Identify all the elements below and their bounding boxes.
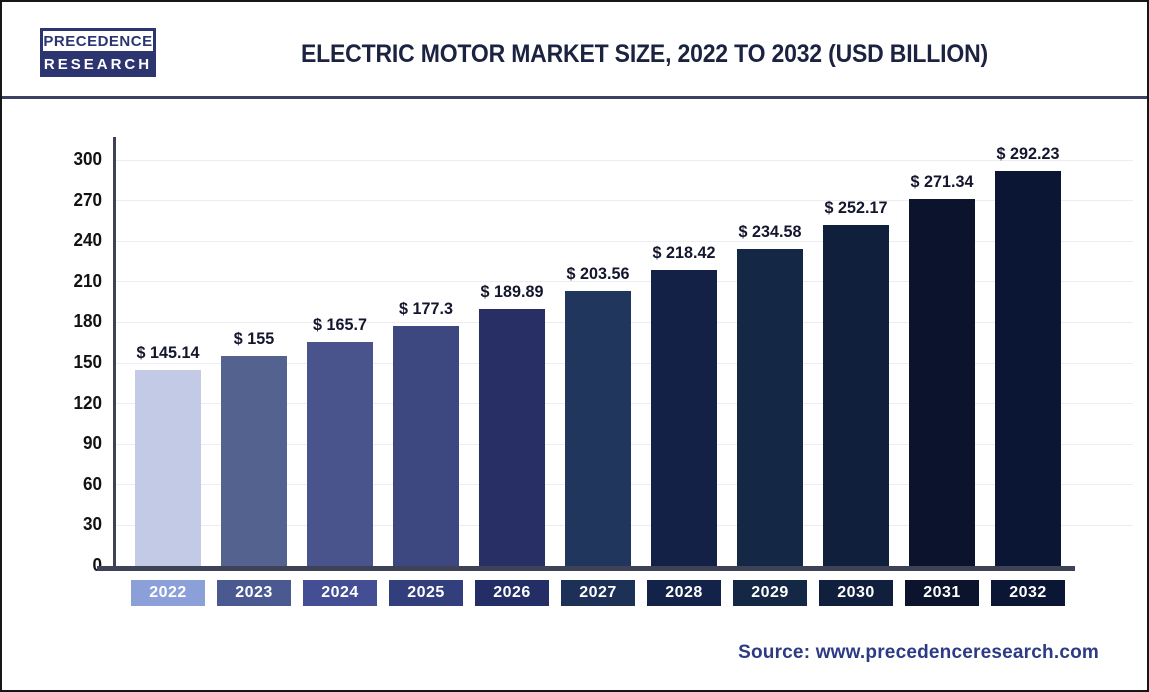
logo-research-text: RESEARCH	[40, 54, 156, 77]
x-axis-year-badge: 2030	[819, 580, 893, 606]
y-axis-tick-label: 270	[73, 189, 102, 210]
gridline	[113, 200, 1133, 202]
gridline	[113, 240, 1133, 242]
bar-2026	[479, 309, 545, 566]
bar-2023	[221, 356, 287, 566]
y-axis-tick-label: 90	[82, 433, 102, 454]
precedence-research-logo: PRECEDENCE RESEARCH	[40, 28, 156, 77]
bar-chart: 0 30 60 90 120 150 180 210 240 270 300 $ 145.14 2022…	[2, 99, 1147, 619]
bar-value-label: $ 234.58	[738, 221, 802, 241]
chart-title: ELECTRIC MOTOR MARKET SIZE, 2022 TO 2032…	[300, 40, 988, 68]
y-axis-tick-label: 240	[73, 230, 102, 251]
x-axis-line	[97, 566, 1075, 571]
x-axis-year-badge: 2022	[131, 580, 205, 606]
x-axis-year-badge: 2031	[905, 580, 979, 606]
bar-value-label: $ 292.23	[996, 143, 1060, 163]
chart-header: PRECEDENCE RESEARCH ELECTRIC MOTOR MARKE…	[2, 2, 1147, 96]
bar-2022	[135, 369, 201, 566]
x-axis-year-badge: 2029	[733, 580, 807, 606]
bar-value-label: $ 252.17	[824, 197, 888, 217]
y-axis-tick-label: 0	[92, 555, 102, 575]
bar-2031	[909, 198, 975, 566]
x-axis-year-badge: 2026	[475, 580, 549, 606]
bar-value-label: $ 189.89	[480, 282, 544, 301]
logo-precedence-text: PRECEDENCE	[40, 28, 156, 54]
y-axis-tick-label: 120	[73, 392, 102, 413]
bar-2025	[393, 326, 459, 566]
y-axis-tick-label: 180	[73, 311, 102, 332]
bar-2024	[307, 341, 373, 566]
y-axis-tick-label: 30	[82, 514, 102, 535]
bar-value-label: $ 203.56	[566, 263, 630, 283]
x-axis-year-badge: 2028	[647, 580, 721, 606]
gridline	[113, 281, 1133, 283]
bar-value-label: $ 271.34	[910, 171, 974, 191]
bar-value-label: $ 177.3	[399, 299, 453, 319]
x-axis-year-badge: 2024	[303, 580, 377, 606]
header-divider	[2, 96, 1147, 99]
y-axis-tick-label: 60	[82, 473, 102, 494]
bar-value-label: $ 165.7	[313, 314, 367, 334]
y-axis-tick-label: 300	[73, 149, 102, 169]
bar-value-label: $ 155	[233, 329, 275, 349]
bar-2030	[823, 224, 889, 566]
y-axis-line	[113, 137, 116, 569]
x-axis-year-badge: 2025	[389, 580, 463, 606]
x-axis-year-badge: 2027	[561, 580, 635, 606]
bar-2027	[565, 290, 631, 566]
bar-value-label: $ 218.42	[652, 243, 716, 263]
gridline	[113, 159, 1133, 161]
y-axis-tick-label: 210	[73, 270, 102, 291]
x-axis-year-badge: 2023	[217, 580, 291, 606]
x-axis-year-badge: 2032	[991, 580, 1065, 606]
bar-2028	[651, 270, 717, 566]
bar-value-label: $ 145.14	[136, 342, 200, 362]
bar-2032	[995, 170, 1061, 566]
bar-2029	[737, 248, 803, 566]
source-link[interactable]: Source: www.precedenceresearch.com	[738, 642, 1099, 663]
y-axis-tick-label: 150	[73, 352, 102, 372]
